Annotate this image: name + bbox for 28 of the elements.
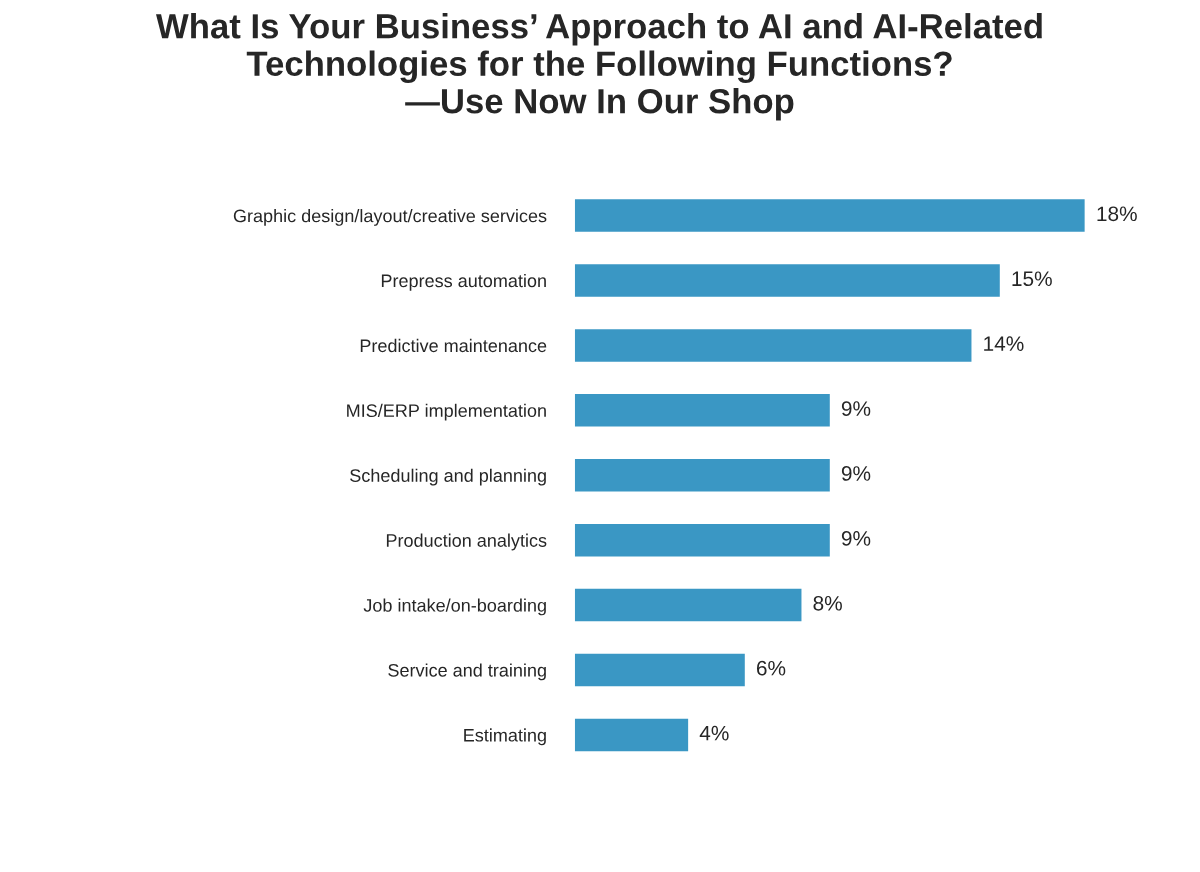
bar [574,264,1000,297]
data-label: 18% [1097,206,1137,222]
data-label: 6% [756,660,786,676]
bar [574,718,689,752]
data-label: 14% [984,336,1024,351]
y-tick-label: Job intake/on-boarding [363,598,546,616]
chart-title: What Is Your Business’ Approach to AI and AI-Related Technologies for the Following Functions? —Use Now In Our Shop [156,13,1042,121]
data-label: 9% [841,531,871,546]
bar [574,459,830,492]
data-label: 15% [1012,271,1052,287]
bar [574,588,802,622]
data-label: 4% [699,725,729,741]
y-tick-label: Service and training [388,663,546,681]
y-tick-label: Estimating [464,728,546,746]
y-tick-label: Predictive maintenance [360,338,547,353]
y-tick-label: MIS/ERP implementation [347,403,546,421]
y-tick-label: Graphic design/layout/creative services [233,209,547,226]
y-tick-label: Production analytics [386,533,547,551]
bar [574,653,745,687]
y-tick-label: Prepress automation [381,273,546,291]
data-label: 9% [841,466,871,481]
y-tick-label: Scheduling and planning [350,468,546,486]
data-label: 8% [813,595,842,611]
bar [574,523,830,557]
bar [574,394,830,427]
data-label: 9% [841,401,871,416]
bar [574,329,972,362]
bar [574,199,1085,232]
